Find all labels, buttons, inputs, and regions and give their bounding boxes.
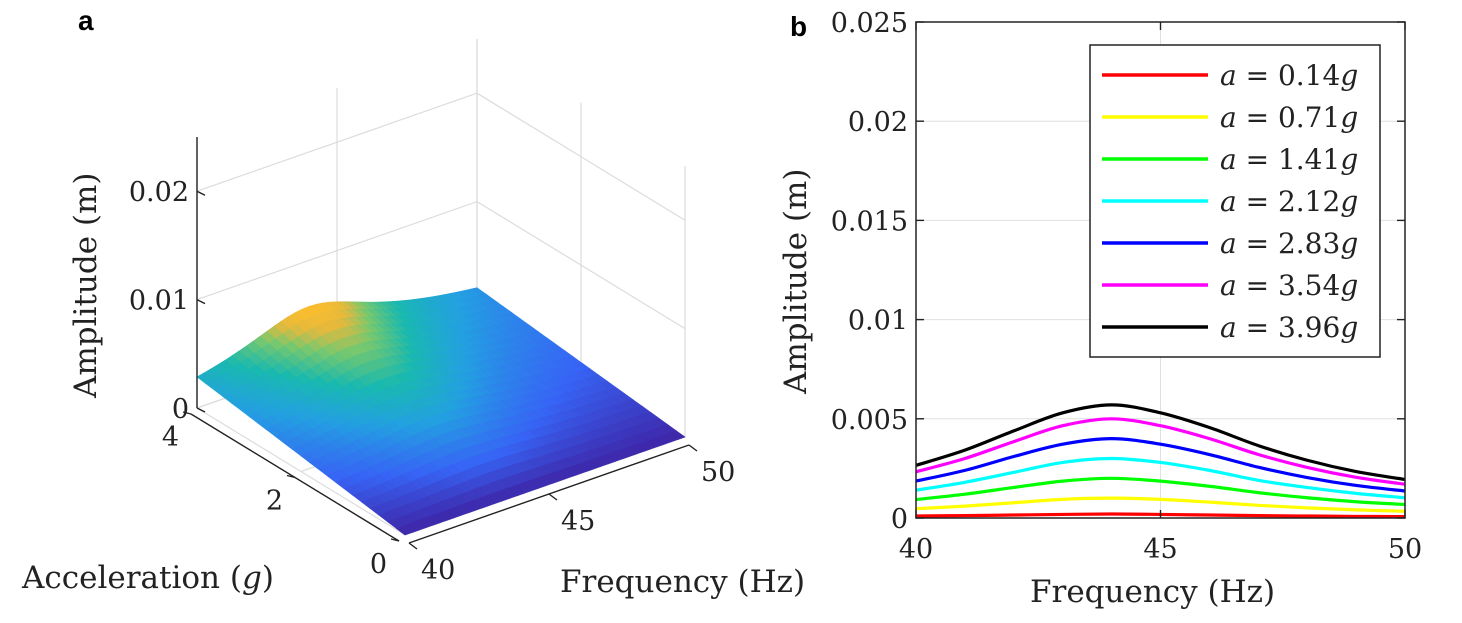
surface-z-tick	[196, 190, 206, 196]
line-plot: 0 0.005 0.01 0.015 0.02 0.025 40 45 50 Amplitude…	[778, 8, 1422, 610]
surface-y-tick	[390, 538, 400, 542]
surface-grid-line	[196, 92, 686, 221]
line-y-tick-label: 0	[891, 504, 908, 535]
legend-entry: a = 2.83g	[1220, 227, 1358, 260]
line-y-tick-label: 0.01	[848, 306, 908, 337]
legend-entry: a = 3.96g	[1220, 311, 1358, 344]
surface-x-tick-label: 50	[701, 457, 735, 488]
line-y-tick-label: 0.015	[831, 206, 908, 237]
surface-facet	[395, 525, 413, 536]
surface-z-tick	[196, 298, 206, 305]
surface-y-tick	[286, 474, 296, 479]
surface-axes	[182, 137, 698, 550]
legend-entry: a = 1.41g	[1220, 143, 1358, 176]
surface-x-tick	[548, 493, 558, 501]
legend-entry: a = 3.54g	[1220, 269, 1358, 302]
surface-x-tick	[408, 542, 418, 550]
surface-mesh	[196, 287, 686, 536]
legend-entry: a = 0.14g	[1220, 59, 1358, 92]
surface-y-axis-label: Acceleration (g)	[21, 560, 274, 596]
surface-y-tick	[182, 411, 192, 415]
surface-y-tick-label: 4	[162, 422, 179, 453]
legend-entry: a = 2.12g	[1220, 185, 1358, 218]
series-line-5	[915, 437, 1406, 493]
panel-label-b: b	[790, 11, 807, 42]
line-y-axis-label: Amplitude (m)	[778, 168, 814, 395]
surface-z-tick-label: 0.01	[129, 286, 189, 317]
line-x-tick-label: 50	[1388, 534, 1422, 565]
surface-tick-labels: 0 0.01 0.02 0 2 4 40 45 50	[129, 177, 735, 586]
surface-x-axis-label: Frequency (Hz)	[560, 564, 805, 600]
surface-x-tick-label: 40	[421, 555, 455, 586]
surface-y-tick-label: 2	[266, 486, 283, 517]
surface-z-tick	[196, 407, 206, 413]
line-frame	[915, 21, 1406, 519]
series-line-2	[915, 496, 1406, 513]
surface-z-tick-label: 0	[172, 394, 189, 425]
series-line-7	[915, 403, 1406, 482]
series-line-6	[915, 417, 1406, 486]
line-y-tick-label: 0.02	[848, 107, 908, 138]
legend: a = 0.14g a = 0.71g a = 1.41g a = 2.12g a = …	[1089, 44, 1381, 358]
series-line-4	[915, 456, 1406, 500]
line-x-tick-label: 40	[899, 534, 933, 565]
panel-label-a: a	[78, 5, 94, 36]
line-y-tick-label: 0.025	[831, 8, 908, 39]
surface-x-tick-label: 45	[561, 506, 595, 537]
series-line-3	[915, 476, 1406, 507]
line-x-tick-label: 45	[1143, 534, 1177, 565]
line-plot-frame	[915, 21, 1406, 519]
surface-y-tick-label: 0	[370, 549, 387, 580]
surface-x-tick	[688, 444, 698, 452]
line-y-tick-label: 0.005	[831, 405, 908, 436]
surface-z-tick-label: 0.02	[129, 177, 189, 208]
surface-z-axis-label: Amplitude (m)	[68, 172, 104, 399]
legend-entry: a = 0.71g	[1220, 101, 1358, 134]
line-x-axis-label: Frequency (Hz)	[1030, 574, 1275, 610]
surface-plot: 0 0.01 0.02 0 2 4 40 45 50 Amplitude (m) Acceler…	[21, 39, 805, 600]
line-tick-labels: 0 0.005 0.01 0.015 0.02 0.025 40 45 50	[831, 8, 1422, 565]
